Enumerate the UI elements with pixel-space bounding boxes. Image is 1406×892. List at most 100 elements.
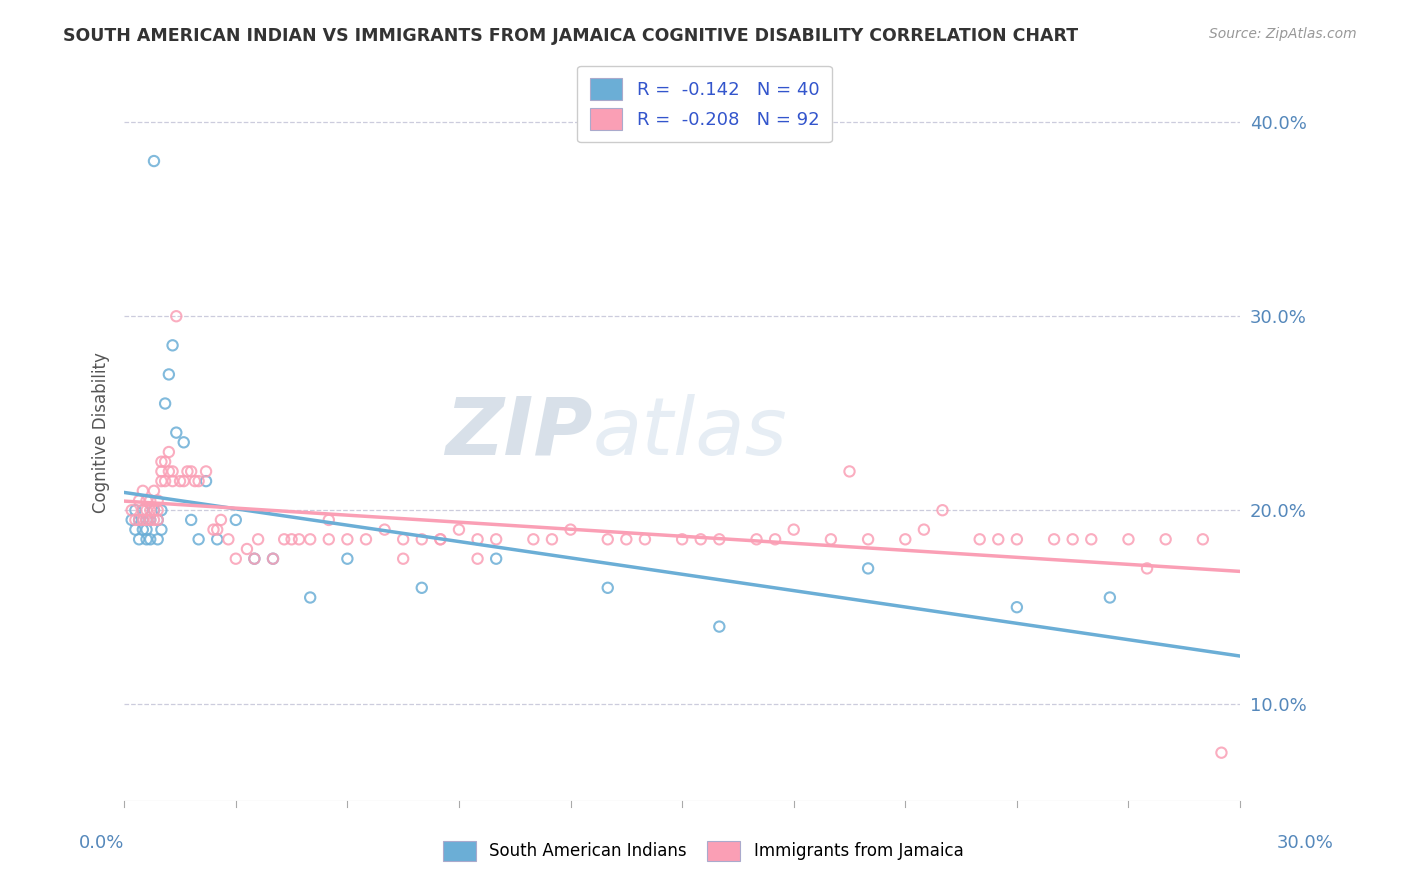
Point [202,523,225,537]
Point [912,523,935,537]
Point [374,523,396,537]
Point [121,503,143,517]
Text: Source: ZipAtlas.com: Source: ZipAtlas.com [1209,27,1357,41]
Point [1211,746,1233,760]
Point [820,533,842,547]
Point [243,551,266,566]
Point [411,533,433,547]
Point [176,464,198,478]
Point [856,561,879,575]
Point [205,533,228,547]
Point [856,533,879,547]
Point [124,523,146,537]
Point [969,533,991,547]
Point [150,474,173,488]
Point [783,523,806,537]
Text: 0.0%: 0.0% [79,834,124,852]
Point [299,533,322,547]
Point [485,533,508,547]
Point [1098,591,1121,605]
Point [280,533,302,547]
Point [709,533,731,547]
Point [336,533,359,547]
Point [447,523,470,537]
Point [1136,561,1159,575]
Point [262,551,284,566]
Point [162,474,184,488]
Point [143,503,166,517]
Point [132,523,155,537]
Point [153,474,176,488]
Point [541,533,564,547]
Point [1043,533,1066,547]
Point [143,154,166,169]
Point [596,533,619,547]
Point [709,619,731,633]
Point [931,503,953,517]
Text: atlas: atlas [593,393,787,472]
Point [336,551,359,566]
Point [146,503,169,517]
Point [132,513,155,527]
Point [157,464,180,478]
Point [187,474,209,488]
Point [143,513,166,527]
Point [180,464,202,478]
Point [146,513,169,527]
Point [132,503,155,517]
Point [157,445,180,459]
Point [1154,533,1177,547]
Point [225,513,247,527]
Point [146,513,169,527]
Point [165,310,187,324]
Point [195,464,218,478]
Legend: South American Indians, Immigrants from Jamaica: South American Indians, Immigrants from … [436,834,970,868]
Point [180,513,202,527]
Point [262,551,284,566]
Point [614,533,637,547]
Point [225,551,247,566]
Point [150,523,173,537]
Point [135,513,157,527]
Point [288,533,311,547]
Point [150,503,173,517]
Text: ZIP: ZIP [446,393,593,472]
Point [128,533,150,547]
Point [153,455,176,469]
Point [411,581,433,595]
Point [429,533,451,547]
Point [467,533,489,547]
Point [217,533,239,547]
Point [596,581,619,595]
Point [139,533,162,547]
Point [1192,533,1215,547]
Point [318,533,340,547]
Point [162,464,184,478]
Point [392,551,415,566]
Point [987,533,1010,547]
Point [124,503,146,517]
Point [318,513,340,527]
Point [485,551,508,566]
Point [150,455,173,469]
Point [135,493,157,508]
Point [143,483,166,498]
Point [135,523,157,537]
Point [894,533,917,547]
Point [128,493,150,508]
Legend: R =  -0.142   N = 40, R =  -0.208   N = 92: R = -0.142 N = 40, R = -0.208 N = 92 [576,66,832,142]
Point [157,368,180,382]
Point [467,551,489,566]
Point [139,503,162,517]
Point [124,513,146,527]
Point [354,533,377,547]
Text: SOUTH AMERICAN INDIAN VS IMMIGRANTS FROM JAMAICA COGNITIVE DISABILITY CORRELATIO: SOUTH AMERICAN INDIAN VS IMMIGRANTS FROM… [63,27,1078,45]
Point [187,533,209,547]
Point [838,464,860,478]
Point [132,503,155,517]
Point [560,523,582,537]
Point [173,474,195,488]
Point [745,533,768,547]
Point [243,551,266,566]
Point [128,513,150,527]
